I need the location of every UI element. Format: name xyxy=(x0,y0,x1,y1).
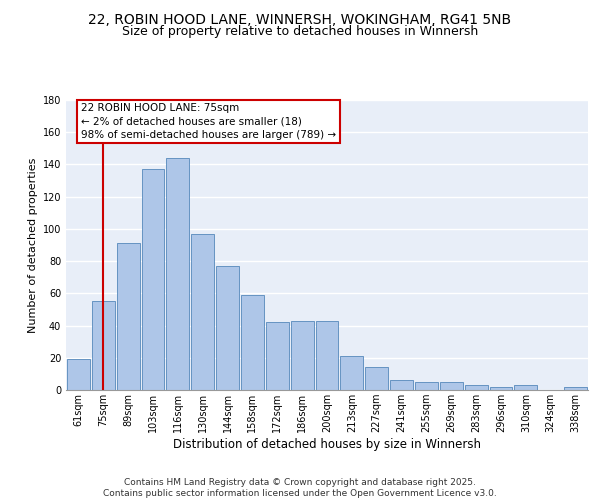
Bar xyxy=(340,356,363,390)
Y-axis label: Number of detached properties: Number of detached properties xyxy=(28,158,38,332)
Bar xyxy=(490,387,512,390)
Bar xyxy=(67,360,90,390)
Bar xyxy=(92,302,115,390)
X-axis label: Distribution of detached houses by size in Winnersh: Distribution of detached houses by size … xyxy=(173,438,481,451)
Bar xyxy=(266,322,289,390)
Bar xyxy=(166,158,189,390)
Bar xyxy=(191,234,214,390)
Text: Size of property relative to detached houses in Winnersh: Size of property relative to detached ho… xyxy=(122,25,478,38)
Bar xyxy=(440,382,463,390)
Bar xyxy=(390,380,413,390)
Bar xyxy=(216,266,239,390)
Bar xyxy=(514,385,537,390)
Bar xyxy=(465,385,488,390)
Bar xyxy=(365,368,388,390)
Text: Contains HM Land Registry data © Crown copyright and database right 2025.
Contai: Contains HM Land Registry data © Crown c… xyxy=(103,478,497,498)
Bar xyxy=(564,387,587,390)
Bar xyxy=(241,295,264,390)
Bar xyxy=(142,170,164,390)
Text: 22 ROBIN HOOD LANE: 75sqm
← 2% of detached houses are smaller (18)
98% of semi-d: 22 ROBIN HOOD LANE: 75sqm ← 2% of detach… xyxy=(81,103,336,140)
Text: 22, ROBIN HOOD LANE, WINNERSH, WOKINGHAM, RG41 5NB: 22, ROBIN HOOD LANE, WINNERSH, WOKINGHAM… xyxy=(88,12,512,26)
Bar xyxy=(316,320,338,390)
Bar xyxy=(415,382,438,390)
Bar xyxy=(291,320,314,390)
Bar xyxy=(117,244,140,390)
